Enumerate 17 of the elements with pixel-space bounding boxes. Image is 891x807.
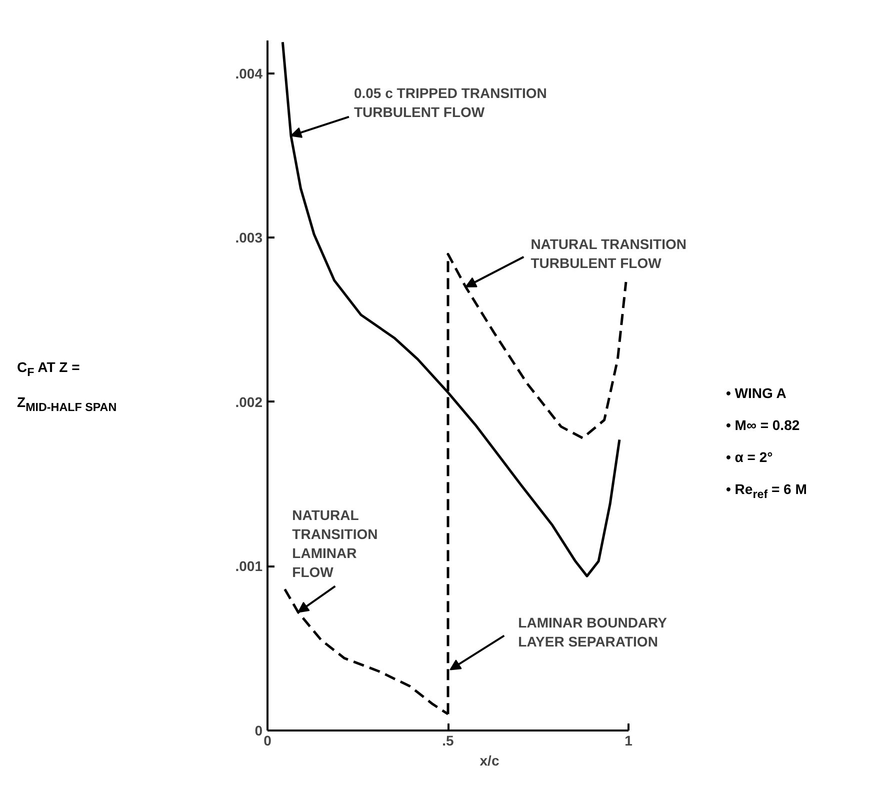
text: • α = 2°	[726, 449, 773, 465]
annotation: LAMINAR BOUNDARY LAYER SEPARATION	[518, 614, 668, 650]
x-axis-title: x/c	[480, 752, 500, 768]
annotation: NATURAL TRANSITION TURBULENT FLOW	[530, 236, 686, 271]
y-tick-label: .003	[235, 230, 263, 246]
text: C$_{F}$ AT Z = Z$_{MID-HALF SPAN}$	[17, 359, 117, 414]
annotation: NATURAL TRANSITION LAMINAR FLOW	[292, 507, 378, 580]
text: • M∞ = 0.82	[726, 417, 800, 433]
y-tick-label: 0	[254, 722, 263, 738]
y-tick-label: .002	[235, 394, 263, 410]
y-tick-label: .004	[235, 65, 263, 82]
annotation: 0.05 c TRIPPED TRANSITION TURBULENT FLOW	[354, 84, 547, 120]
x-tick-label: 1	[624, 732, 633, 748]
x-tick-label: .5	[442, 732, 454, 748]
text: • Re$_{ref}$ = 6 M	[726, 481, 807, 501]
text: • WING A	[726, 385, 786, 401]
y-tick-label: .001	[235, 558, 263, 574]
